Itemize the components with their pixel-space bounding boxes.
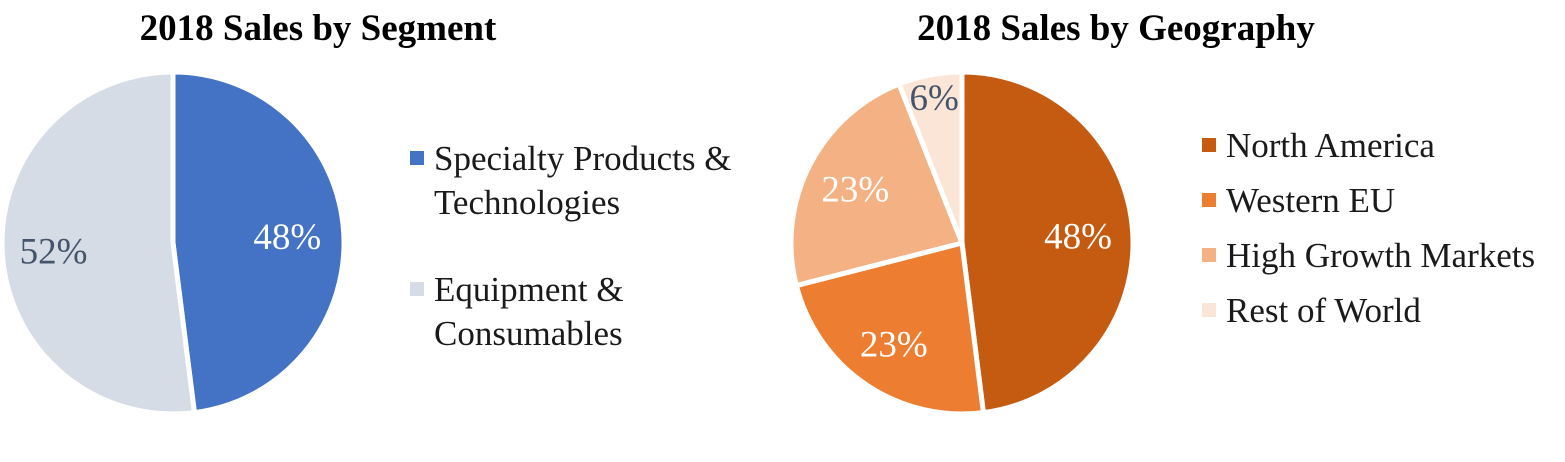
data-label-north-america: 48% [1044,217,1112,258]
geography-legend: North America Western EU High Growth Marke… [1202,126,1535,330]
geography-chart-title: 2018 Sales by Geography [917,8,1315,49]
data-label-high-growth-markets: 23% [821,170,889,211]
segment-chart-title: 2018 Sales by Segment [140,8,497,49]
legend-item-rest-of-world: Rest of World [1202,291,1421,330]
pie-slice-specialty-products-and-technologies [170,69,347,416]
legend-label-specialty-products-and-technologies-line-1: Specialty Products & [434,139,731,178]
legend-label-western-eu: Western EU [1226,181,1395,220]
segment-pie: 48% 52% [0,69,347,417]
legend-label-equipment-and-consumables-line-2: Consumables [434,314,623,353]
pie-slice-western-eu [793,240,986,417]
pie-slice-rest-of-world [896,69,965,246]
data-label-equipment-and-consumables: 52% [20,232,88,273]
legend-label-specialty-products-and-technologies-line-2: Technologies [434,183,620,222]
data-label-specialty-products-and-technologies: 48% [253,217,321,258]
legend-item-north-america: North America [1202,126,1435,165]
legend-swatch-western-eu [1202,193,1216,207]
legend-swatch-rest-of-world [1202,303,1216,317]
legend-item-high-growth-markets: High Growth Markets [1202,236,1535,275]
pie-slice-high-growth-markets [788,81,965,289]
geography-pie: 48% 23% 23% 6% [788,69,1136,417]
pie-slice-north-america [959,69,1136,416]
legend-item-specialty-products-and-technologies: Specialty Products & Technologies [410,139,731,222]
legend-swatch-high-growth-markets [1202,248,1216,262]
geography-pie-chart: 2018 Sales by Geography 48% 23% 23% 6% Nort… [788,8,1535,417]
legend-swatch-equipment-and-consumables [410,282,424,296]
legend-swatch-north-america [1202,138,1216,152]
legend-label-equipment-and-consumables-line-1: Equipment & [434,270,624,309]
segment-legend: Specialty Products & Technologies Equipmen… [410,139,731,353]
pie-slice-equipment-and-consumables [0,69,197,417]
legend-item-equipment-and-consumables: Equipment & Consumables [410,270,624,353]
legend-swatch-specialty-products-and-technologies [410,151,424,165]
legend-label-north-america: North America [1226,126,1435,165]
legend-item-western-eu: Western EU [1202,181,1395,220]
data-label-western-eu: 23% [860,324,928,365]
segment-pie-chart: 2018 Sales by Segment 48% 52% Specialty P… [0,8,731,417]
data-label-rest-of-world: 6% [909,78,958,119]
legend-label-rest-of-world: Rest of World [1226,291,1421,330]
legend-label-high-growth-markets: High Growth Markets [1226,236,1535,275]
